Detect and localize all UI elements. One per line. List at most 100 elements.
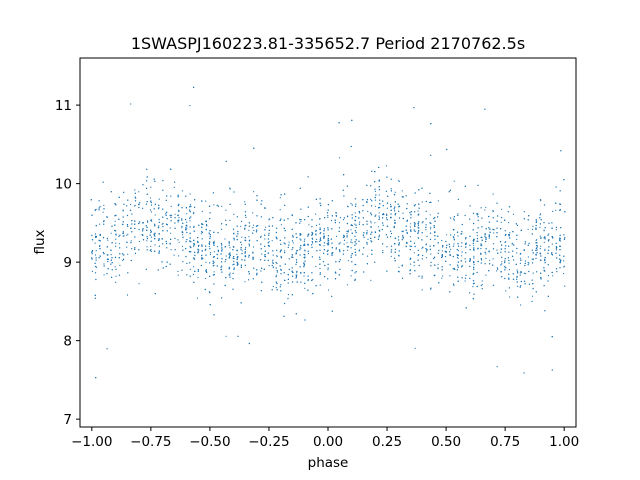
data-point xyxy=(366,231,368,234)
data-point xyxy=(150,201,152,204)
data-point xyxy=(544,227,546,229)
data-point xyxy=(363,236,365,238)
data-point xyxy=(347,246,349,248)
data-point xyxy=(209,234,211,236)
data-point xyxy=(338,157,341,159)
data-point xyxy=(456,231,459,233)
data-point xyxy=(346,235,348,237)
data-point xyxy=(351,204,353,206)
data-point xyxy=(271,225,274,227)
data-point xyxy=(323,230,325,232)
data-point xyxy=(252,257,254,259)
data-point xyxy=(335,272,337,274)
data-point xyxy=(532,295,534,297)
data-point xyxy=(383,213,385,216)
data-point xyxy=(504,266,506,268)
data-point xyxy=(236,257,238,259)
data-point xyxy=(441,256,443,258)
data-point xyxy=(430,253,432,255)
data-point xyxy=(248,273,250,275)
data-point xyxy=(236,216,238,218)
data-point xyxy=(461,266,463,268)
data-point xyxy=(520,285,522,287)
data-point xyxy=(126,224,129,226)
data-point xyxy=(241,244,243,246)
data-point xyxy=(504,241,506,243)
data-point xyxy=(350,256,352,258)
data-point xyxy=(327,229,329,231)
data-point xyxy=(127,225,129,227)
data-point xyxy=(91,258,93,260)
data-point xyxy=(327,253,329,255)
data-point xyxy=(473,293,475,295)
data-point xyxy=(201,244,203,246)
data-point xyxy=(291,254,293,256)
data-point xyxy=(366,263,368,265)
data-point xyxy=(438,249,440,252)
data-point xyxy=(216,246,219,248)
data-point xyxy=(295,252,297,254)
data-point xyxy=(390,249,393,251)
data-point xyxy=(304,282,306,284)
data-point xyxy=(421,275,423,277)
data-point xyxy=(169,263,171,265)
data-point xyxy=(516,252,518,254)
data-point xyxy=(122,216,124,218)
data-point xyxy=(269,218,271,220)
data-point xyxy=(457,245,460,247)
data-point xyxy=(209,291,211,294)
data-point xyxy=(430,228,432,230)
data-point xyxy=(465,274,467,276)
data-point xyxy=(208,232,210,234)
data-point xyxy=(410,229,412,231)
data-point xyxy=(328,243,330,245)
data-point xyxy=(350,254,352,256)
data-point xyxy=(539,199,542,201)
data-point xyxy=(469,265,471,267)
data-point xyxy=(473,264,475,266)
data-point xyxy=(441,254,443,256)
data-point xyxy=(134,236,136,238)
data-point xyxy=(123,203,125,205)
data-point xyxy=(181,218,183,220)
data-point xyxy=(91,250,94,252)
data-point xyxy=(477,184,479,186)
data-point xyxy=(221,250,223,252)
data-point xyxy=(267,259,269,261)
data-point xyxy=(248,271,250,273)
data-point xyxy=(320,231,322,234)
data-point xyxy=(327,289,330,291)
data-point xyxy=(260,259,262,261)
data-point xyxy=(185,248,187,250)
data-point xyxy=(319,273,321,275)
data-point xyxy=(417,231,419,233)
data-point xyxy=(457,276,459,278)
data-point xyxy=(150,211,153,213)
data-point xyxy=(358,223,360,225)
data-point xyxy=(489,228,491,230)
data-point xyxy=(126,241,128,243)
data-point xyxy=(166,195,168,197)
data-point xyxy=(390,188,392,190)
data-point xyxy=(334,278,337,280)
data-point xyxy=(523,280,526,282)
data-point xyxy=(129,209,132,211)
data-point xyxy=(394,191,396,193)
data-point xyxy=(134,192,136,194)
data-point xyxy=(287,293,289,296)
data-point xyxy=(326,250,328,252)
data-point xyxy=(457,257,459,259)
data-point xyxy=(382,249,384,252)
data-point xyxy=(307,279,309,281)
data-point xyxy=(327,235,329,237)
data-point xyxy=(174,181,176,183)
data-point xyxy=(509,237,511,239)
data-point xyxy=(99,234,101,236)
data-point xyxy=(338,227,341,229)
data-point xyxy=(394,243,396,245)
data-point xyxy=(299,266,301,268)
data-point xyxy=(256,225,259,227)
data-point xyxy=(178,209,180,211)
